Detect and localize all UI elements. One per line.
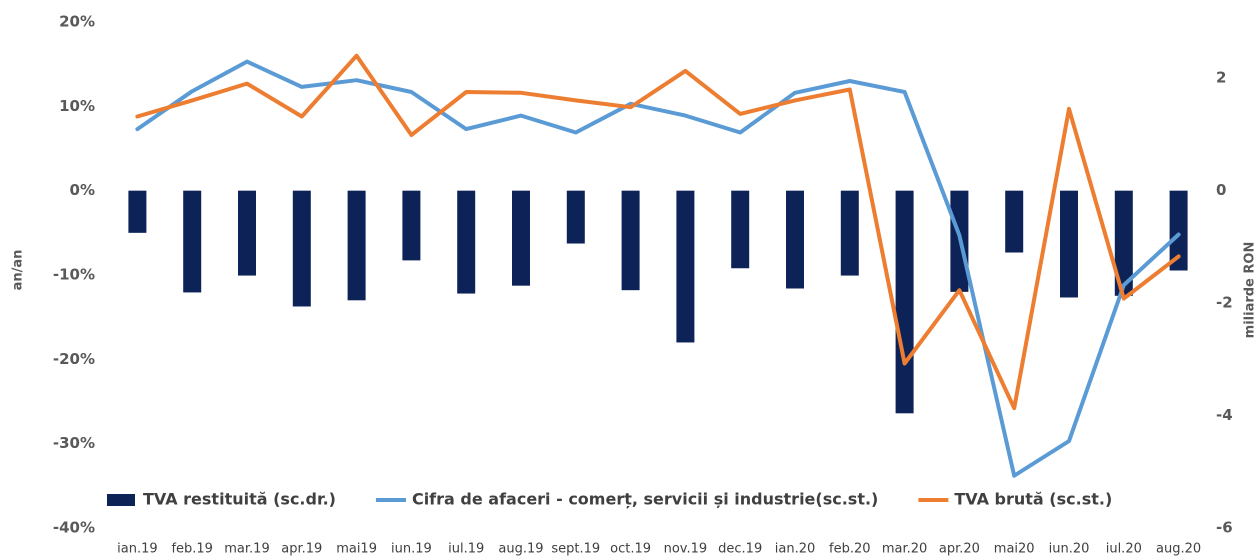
x-tick-label: oct.19 bbox=[610, 542, 651, 557]
y-tick-label: 10% bbox=[59, 97, 95, 115]
x-tick-label: mar.19 bbox=[224, 542, 269, 557]
y-axis-title: an/an bbox=[11, 250, 26, 291]
x-tick-label: feb.20 bbox=[829, 542, 871, 557]
x-tick-label: apr.20 bbox=[939, 542, 980, 557]
x-tick-label: iun.19 bbox=[391, 542, 432, 557]
bar bbox=[238, 190, 256, 276]
x-tick-label: dec.19 bbox=[718, 542, 762, 557]
y-tick-label: 0% bbox=[70, 181, 95, 199]
y2-tick-label: 0 bbox=[1216, 181, 1226, 199]
x-tick-label: ian.19 bbox=[117, 542, 158, 557]
legend-label: TVA brută (sc.st.) bbox=[954, 490, 1112, 509]
y2-axis-title: miliarde RON bbox=[1243, 242, 1258, 339]
x-tick-label: iul.19 bbox=[448, 542, 484, 557]
bar bbox=[512, 190, 530, 286]
bar bbox=[292, 190, 311, 307]
bar bbox=[621, 190, 640, 291]
bar bbox=[1169, 190, 1188, 271]
line bbox=[135, 53, 1181, 411]
bar bbox=[183, 190, 202, 293]
bar bbox=[1005, 190, 1024, 253]
x-tick-label: feb.19 bbox=[171, 542, 213, 557]
bar bbox=[1114, 190, 1133, 296]
bar bbox=[786, 190, 804, 289]
y2-tick-label: 2 bbox=[1216, 69, 1226, 87]
y2-tick-label: -2 bbox=[1216, 294, 1233, 312]
x-tick-label: mar.20 bbox=[882, 542, 927, 557]
bar bbox=[731, 190, 750, 269]
y-tick-label: 20% bbox=[59, 13, 95, 31]
y-tick-label: -40% bbox=[53, 519, 95, 537]
y-tick-label: -20% bbox=[53, 350, 95, 368]
bar bbox=[402, 190, 421, 261]
x-tick-label: mai20 bbox=[994, 542, 1035, 557]
bar bbox=[895, 190, 914, 414]
bar bbox=[128, 190, 147, 233]
x-tick-label: sept.19 bbox=[551, 542, 600, 557]
bar bbox=[1060, 190, 1078, 298]
x-tick-label: nov.19 bbox=[664, 542, 708, 557]
line bbox=[135, 59, 1181, 478]
x-tick-label: apr.19 bbox=[281, 542, 322, 557]
x-tick-label: mai19 bbox=[336, 542, 377, 557]
y-tick-label: -30% bbox=[53, 434, 95, 452]
x-tick-label: iun.20 bbox=[1049, 542, 1090, 557]
bar bbox=[457, 190, 476, 294]
legend-swatch bbox=[107, 494, 135, 506]
x-tick-label: iul.20 bbox=[1106, 542, 1142, 557]
bar bbox=[566, 190, 585, 244]
bar bbox=[840, 190, 859, 276]
x-tick-label: ian.20 bbox=[775, 542, 816, 557]
legend-label: TVA restituită (sc.dr.) bbox=[143, 490, 336, 509]
y-tick-label: -10% bbox=[53, 266, 95, 284]
x-tick-label: aug.19 bbox=[498, 542, 543, 557]
y2-tick-label: -4 bbox=[1216, 406, 1233, 424]
x-tick-label: aug.20 bbox=[1156, 542, 1201, 557]
bar bbox=[347, 190, 366, 301]
bar bbox=[676, 190, 695, 343]
legend-label: Cifra de afaceri - comerț, servicii și i… bbox=[412, 490, 878, 509]
y2-tick-label: -6 bbox=[1216, 519, 1233, 537]
